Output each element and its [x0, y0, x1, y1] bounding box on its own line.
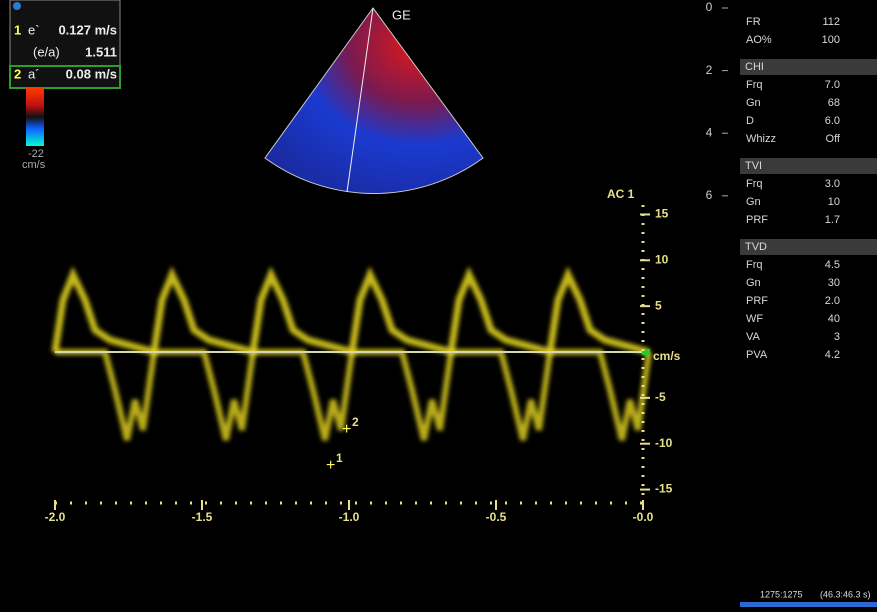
- sector-image: [265, 8, 483, 194]
- param-name: AO%: [746, 34, 772, 46]
- progress-bar: [740, 602, 877, 607]
- depth-label: 4: [706, 125, 713, 139]
- param-value: Off: [826, 133, 841, 145]
- section-header: TVI: [745, 160, 762, 172]
- param-value: 3: [834, 331, 840, 343]
- depth-label: 2: [706, 63, 713, 77]
- colorbar-unit: cm/s: [22, 159, 46, 171]
- x-tick-label: -1.5: [192, 510, 213, 524]
- param-value: 68: [828, 97, 840, 109]
- x-tick-label: -2.0: [45, 510, 66, 524]
- y-tick-label: -10: [655, 436, 673, 450]
- measure-label: e`: [28, 22, 40, 37]
- y-tick-label: -15: [655, 482, 673, 496]
- page: {"measurements": [ {"index": "1", "label…: [0, 0, 877, 612]
- icon: [13, 2, 21, 10]
- y-unit: cm/s: [653, 349, 681, 363]
- x-tick-label: -0.0: [633, 510, 654, 524]
- frames: 1275:1275: [760, 589, 803, 599]
- time: (46.3:46.3 s): [820, 589, 871, 599]
- param-value: 30: [828, 277, 840, 289]
- param-name: Whizz: [746, 133, 776, 145]
- measure-label: a´: [28, 66, 40, 81]
- trace-positive: [55, 275, 649, 352]
- param-value: 1.7: [825, 214, 840, 226]
- measure-index: 2: [14, 66, 21, 81]
- param-value: 10: [828, 196, 840, 208]
- param-name: Frq: [746, 79, 763, 91]
- y-tick-label: 5: [655, 298, 662, 312]
- param-name: Frq: [746, 259, 763, 271]
- depth-label: 6: [706, 188, 713, 202]
- param-name: PVA: [746, 349, 768, 361]
- param-value: 7.0: [825, 79, 840, 91]
- marker-label: 1: [336, 451, 343, 465]
- y-tick-label: -5: [655, 390, 666, 404]
- marker-cross: +: [326, 457, 335, 474]
- param-name: Gn: [746, 277, 761, 289]
- param-value: 4.2: [825, 349, 840, 361]
- param-value: 6.0: [825, 115, 840, 127]
- x-tick-label: -0.5: [486, 510, 507, 524]
- param-name: Gn: [746, 97, 761, 109]
- param-name: VA: [746, 331, 761, 343]
- param-name: Gn: [746, 196, 761, 208]
- param-value: 100: [822, 34, 840, 46]
- param-name: D: [746, 115, 754, 127]
- param-value: 40: [828, 313, 840, 325]
- color-bar: [26, 88, 44, 146]
- trace-label: AC 1: [607, 187, 635, 201]
- param-value: 4.5: [825, 259, 840, 271]
- sector-label: GE: [392, 7, 411, 22]
- param-value: 3.0: [825, 178, 840, 190]
- depth-label: 0: [706, 0, 713, 14]
- section-header: TVD: [745, 241, 767, 253]
- param-value: 2.0: [825, 295, 840, 307]
- marker-cross: +: [342, 421, 351, 438]
- param-name: PRF: [746, 214, 768, 226]
- marker-label: 2: [352, 415, 359, 429]
- y-tick-label: 15: [655, 207, 669, 221]
- measure-label: (e/a): [33, 44, 60, 59]
- param-name: WF: [746, 313, 763, 325]
- measure-index: 1: [14, 22, 21, 37]
- section-header: CHI: [745, 61, 764, 73]
- param-name: FR: [746, 16, 761, 28]
- y-tick-label: 10: [655, 252, 669, 266]
- x-tick-label: -1.0: [339, 510, 360, 524]
- param-value: 112: [822, 16, 840, 28]
- param-name: Frq: [746, 178, 763, 190]
- param-name: PRF: [746, 295, 768, 307]
- measure-value: 1.511: [85, 44, 117, 59]
- ultrasound-screen: 1e`0.127 m/s(e/a)1.5112a´0.08 m/s -22 cm…: [0, 0, 877, 612]
- measure-value: 0.08 m/s: [66, 66, 117, 81]
- measure-value: 0.127 m/s: [58, 22, 117, 37]
